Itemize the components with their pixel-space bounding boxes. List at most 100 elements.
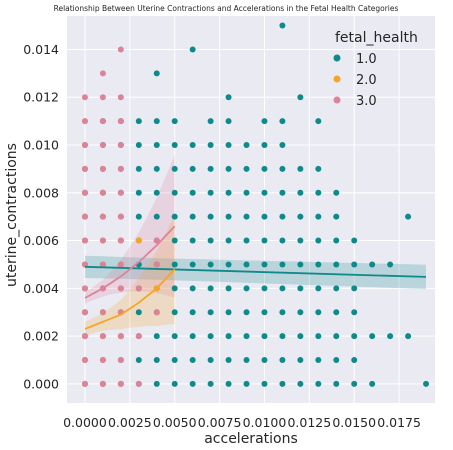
x-tick-label: 0.0000: [63, 415, 107, 430]
data-point: [225, 285, 232, 292]
data-point: [117, 357, 124, 363]
data-point: [117, 285, 124, 292]
data-point: [99, 189, 106, 196]
data-point: [315, 118, 322, 125]
legend-label: 2.0: [356, 73, 377, 88]
data-point: [333, 213, 340, 220]
data-point: [297, 261, 304, 268]
data-point: [279, 118, 286, 125]
data-point: [297, 94, 304, 101]
data-point: [261, 165, 268, 172]
data-point: [225, 261, 232, 268]
legend-items: 1.0 2.0 3.0: [333, 52, 377, 109]
data-point: [225, 333, 232, 340]
data-point: [207, 165, 214, 172]
confidence-band: [85, 154, 175, 304]
data-point: [243, 357, 250, 363]
legend: fetal_health 1.0 2.0 3.0: [333, 30, 418, 109]
data-point: [189, 142, 196, 148]
data-point: [333, 237, 340, 244]
data-point: [153, 189, 160, 196]
data-point: [243, 309, 250, 316]
data-point: [117, 380, 124, 387]
x-axis-label: accelerations: [204, 431, 298, 446]
data-point: [153, 309, 160, 316]
data-point: [333, 309, 340, 316]
data-point: [297, 165, 304, 172]
y-tick-label: 0.014: [23, 42, 59, 57]
y-tick-label: 0.012: [23, 90, 59, 105]
data-point: [423, 380, 430, 387]
data-point: [279, 213, 286, 220]
data-point: [261, 333, 268, 340]
data-point: [189, 261, 196, 268]
data-point: [315, 165, 322, 172]
x-tick-label: 0.0075: [198, 415, 242, 430]
data-point: [153, 237, 160, 244]
y-tick-labels: 0.000 0.002 0.004 0.006 0.008 0.010 0.012 0.014: [23, 42, 59, 391]
data-point: [81, 142, 88, 148]
y-tick-label: 0.008: [23, 185, 59, 200]
data-point: [81, 357, 88, 363]
data-point: [315, 380, 322, 387]
data-point: [243, 380, 250, 387]
data-point: [279, 285, 286, 292]
data-point: [225, 237, 232, 244]
data-point: [351, 357, 358, 363]
data-point: [243, 189, 250, 196]
data-point: [117, 46, 124, 53]
data-point: [99, 94, 106, 101]
data-point: [171, 357, 178, 363]
data-point: [207, 118, 214, 125]
data-point: [99, 70, 106, 77]
data-point: [135, 357, 142, 363]
data-point: [297, 189, 304, 196]
data-point: [297, 333, 304, 340]
data-point: [81, 237, 88, 244]
data-point: [369, 261, 376, 268]
data-point: [99, 118, 106, 125]
data-point: [243, 333, 250, 340]
data-point: [81, 94, 88, 101]
data-point: [207, 142, 214, 148]
data-point: [333, 357, 340, 363]
data-point: [99, 165, 106, 172]
data-point: [369, 380, 376, 387]
data-point: [135, 142, 142, 148]
x-tick-label: 0.0025: [108, 415, 152, 430]
x-tick-label: 0.0050: [153, 415, 197, 430]
data-point: [225, 165, 232, 172]
data-point: [315, 309, 322, 316]
data-point: [117, 237, 124, 244]
data-point: [261, 285, 268, 292]
data-point: [207, 357, 214, 363]
data-point: [225, 380, 232, 387]
data-point: [171, 118, 178, 125]
data-point: [81, 333, 88, 340]
data-point: [153, 333, 160, 340]
regression-lines: [84, 225, 427, 330]
data-point: [315, 237, 322, 244]
data-point: [189, 357, 196, 363]
data-point: [225, 189, 232, 196]
data-point: [171, 333, 178, 340]
legend-marker: [333, 75, 341, 83]
data-point: [261, 237, 268, 244]
data-point: [117, 165, 124, 172]
data-point: [261, 261, 268, 268]
data-point: [135, 213, 142, 220]
data-point: [99, 309, 106, 316]
regression-line: [84, 225, 176, 299]
data-point: [261, 189, 268, 196]
data-point: [135, 189, 142, 196]
data-point: [297, 380, 304, 387]
data-point: [153, 70, 160, 77]
data-point: [189, 309, 196, 316]
data-point: [207, 333, 214, 340]
data-point: [99, 261, 106, 268]
y-tick-label: 0.004: [23, 281, 59, 296]
data-point: [279, 142, 286, 148]
data-point: [135, 380, 142, 387]
